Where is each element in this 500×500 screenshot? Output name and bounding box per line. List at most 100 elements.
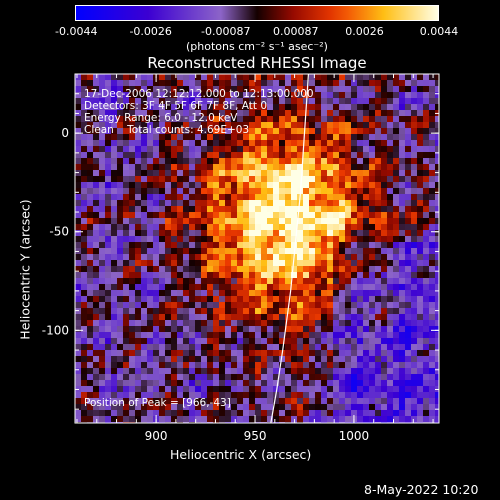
heatmap-cell bbox=[309, 296, 316, 303]
heatmap-cell bbox=[195, 404, 202, 411]
heatmap-cell bbox=[273, 80, 280, 87]
heatmap-cell bbox=[303, 308, 310, 315]
heatmap-cell bbox=[225, 140, 232, 147]
heatmap-cell bbox=[375, 110, 382, 117]
heatmap-cell bbox=[105, 110, 112, 117]
heatmap-cell bbox=[159, 158, 166, 165]
heatmap-cell bbox=[315, 116, 322, 123]
heatmap-cell bbox=[285, 398, 292, 405]
heatmap-cell bbox=[285, 236, 292, 243]
heatmap-cell bbox=[399, 134, 406, 141]
heatmap-cell bbox=[369, 176, 376, 183]
heatmap-cell bbox=[153, 284, 160, 291]
heatmap-cell bbox=[171, 80, 178, 87]
heatmap-cell bbox=[321, 398, 328, 405]
heatmap-cell bbox=[291, 392, 298, 399]
heatmap-cell bbox=[177, 392, 184, 399]
heatmap-cell bbox=[123, 260, 130, 267]
heatmap-cell bbox=[411, 194, 418, 201]
heatmap-cell bbox=[99, 356, 106, 363]
heatmap-cell bbox=[159, 242, 166, 249]
heatmap-cell bbox=[111, 380, 118, 387]
heatmap-cell bbox=[333, 158, 340, 165]
heatmap-cell bbox=[321, 254, 328, 261]
heatmap-cell bbox=[375, 176, 382, 183]
heatmap-cell bbox=[117, 314, 124, 321]
heatmap-cell bbox=[399, 140, 406, 147]
heatmap-cell bbox=[429, 248, 436, 255]
heatmap-cell bbox=[297, 404, 304, 411]
heatmap-cell bbox=[393, 242, 400, 249]
heatmap-cell bbox=[243, 260, 250, 267]
heatmap-cell bbox=[333, 278, 340, 285]
heatmap-cell bbox=[351, 110, 358, 117]
heatmap-cell bbox=[237, 416, 244, 423]
heatmap-cell bbox=[393, 128, 400, 135]
heatmap-cell bbox=[417, 344, 424, 351]
heatmap-cell bbox=[381, 272, 388, 279]
heatmap-cell bbox=[195, 224, 202, 231]
heatmap-cell bbox=[255, 170, 262, 177]
heatmap-cell bbox=[219, 104, 226, 111]
heatmap-cell bbox=[279, 140, 286, 147]
heatmap-cell bbox=[171, 272, 178, 279]
heatmap-cell bbox=[231, 332, 238, 339]
heatmap-cell bbox=[183, 176, 190, 183]
heatmap-cell bbox=[147, 146, 154, 153]
heatmap-cell bbox=[429, 212, 436, 219]
heatmap-cell bbox=[411, 410, 418, 417]
heatmap-cell bbox=[117, 200, 124, 207]
heatmap-cell bbox=[327, 284, 334, 291]
heatmap-cell bbox=[225, 104, 232, 111]
heatmap-cell bbox=[159, 182, 166, 189]
heatmap-cell bbox=[81, 344, 88, 351]
heatmap-cell bbox=[285, 140, 292, 147]
heatmap-cell bbox=[249, 314, 256, 321]
heatmap-cell bbox=[363, 260, 370, 267]
heatmap-cell bbox=[153, 176, 160, 183]
heatmap-cell bbox=[147, 380, 154, 387]
heatmap-cell bbox=[387, 332, 394, 339]
heatmap-cell bbox=[429, 308, 436, 315]
heatmap-cell bbox=[423, 326, 430, 333]
heatmap-cell bbox=[339, 128, 346, 135]
heatmap-cell bbox=[249, 356, 256, 363]
heatmap-cell bbox=[237, 74, 244, 81]
heatmap-cell bbox=[321, 386, 328, 393]
heatmap-cell bbox=[357, 182, 364, 189]
heatmap-cell bbox=[285, 278, 292, 285]
heatmap-cell bbox=[423, 116, 430, 123]
heatmap-cell bbox=[207, 116, 214, 123]
heatmap-cell bbox=[285, 362, 292, 369]
heatmap-cell bbox=[75, 98, 82, 105]
heatmap-cell bbox=[201, 224, 208, 231]
heatmap-cell bbox=[279, 344, 286, 351]
heatmap-cell bbox=[141, 392, 148, 399]
heatmap-cell bbox=[159, 134, 166, 141]
heatmap-cell bbox=[267, 74, 274, 81]
heatmap-cell bbox=[285, 122, 292, 129]
heatmap-cell bbox=[177, 182, 184, 189]
heatmap-cell bbox=[159, 392, 166, 399]
heatmap-cell bbox=[93, 176, 100, 183]
heatmap-cell bbox=[171, 392, 178, 399]
heatmap-cell bbox=[243, 176, 250, 183]
heatmap-cell bbox=[279, 302, 286, 309]
heatmap-cell bbox=[219, 164, 226, 171]
heatmap-cell bbox=[213, 74, 220, 81]
heatmap-cell bbox=[267, 218, 274, 225]
heatmap-cell bbox=[249, 200, 256, 207]
heatmap-cell bbox=[135, 284, 142, 291]
heatmap-cell bbox=[195, 110, 202, 117]
heatmap-cell bbox=[147, 92, 154, 99]
heatmap-cell bbox=[243, 152, 250, 159]
heatmap-cell bbox=[93, 326, 100, 333]
heatmap-cell bbox=[273, 242, 280, 249]
heatmap-cell bbox=[321, 392, 328, 399]
heatmap-cell bbox=[153, 326, 160, 333]
heatmap-cell bbox=[225, 362, 232, 369]
heatmap-cell bbox=[141, 164, 148, 171]
heatmap-cell bbox=[363, 188, 370, 195]
heatmap-cell bbox=[411, 272, 418, 279]
heatmap-cell bbox=[105, 362, 112, 369]
